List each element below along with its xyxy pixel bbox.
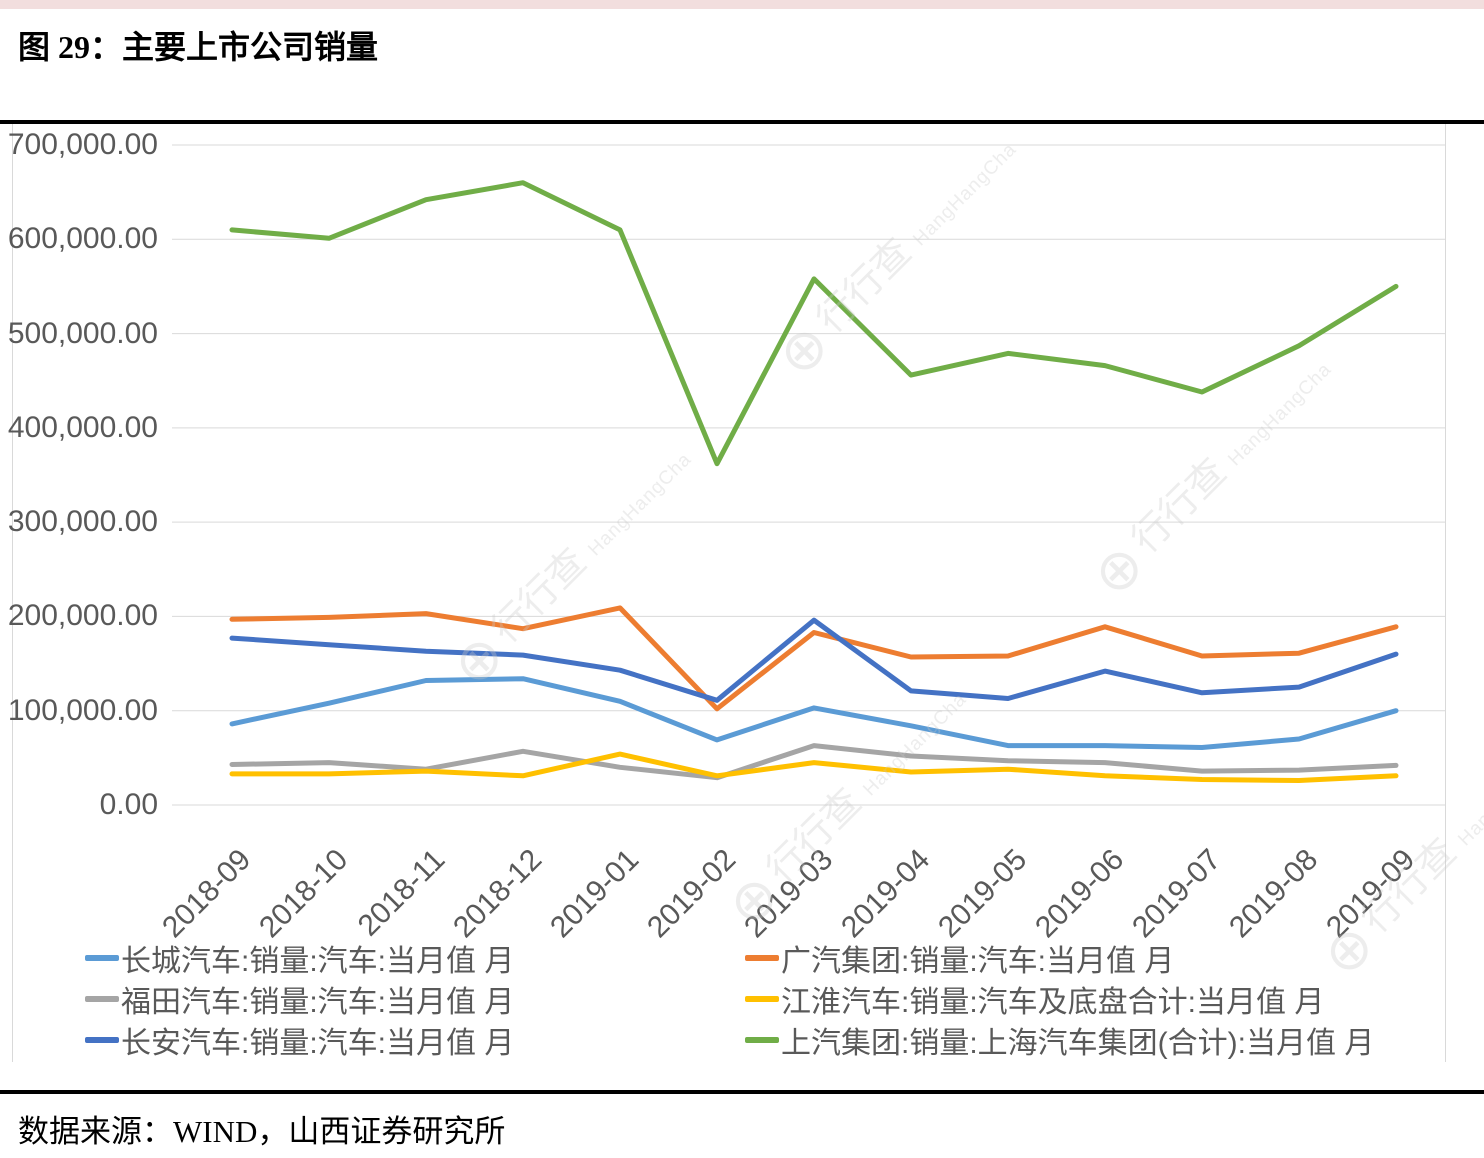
data-source-text: 数据来源：WIND，山西证券研究所 — [18, 1114, 506, 1149]
series-line-3 — [229, 751, 1399, 783]
legend-item-5: 上汽集团:销量:上海汽车集团(合计):当月值 月 — [745, 1022, 1374, 1060]
y-axis-tick-label: 700,000.00 — [7, 128, 158, 161]
legend-label: 长城汽车:销量:汽车:当月值 月 — [121, 945, 515, 978]
series-line-5 — [229, 180, 1399, 467]
legend-label: 江淮汽车:销量:汽车及底盘合计:当月值 月 — [781, 986, 1325, 1019]
legend-item-4: 长安汽车:销量:汽车:当月值 月 — [85, 1022, 514, 1060]
y-axis-tick-label: 200,000.00 — [7, 599, 158, 633]
legend-line-marker — [85, 955, 119, 961]
y-axis-tick-label: 300,000.00 — [7, 505, 158, 539]
legend-line-marker — [745, 1037, 779, 1043]
y-axis-tick-label: 500,000.00 — [7, 316, 158, 350]
legend-item-2: 福田汽车:销量:汽车:当月值 月 — [85, 981, 514, 1019]
y-axis-tick-label: 0.00 — [99, 788, 158, 821]
legend-label: 广汽集团:销量:汽车:当月值 月 — [781, 945, 1175, 978]
legend-item-1: 广汽集团:销量:汽车:当月值 月 — [745, 940, 1174, 978]
series-line-4 — [229, 617, 1399, 703]
top-divider-rule — [0, 120, 1484, 124]
y-axis-tick-label: 600,000.00 — [7, 222, 158, 256]
series-line-1 — [229, 605, 1399, 712]
figure-title: 图 29：主要上市公司销量 — [18, 29, 379, 65]
y-axis-tick-label: 100,000.00 — [7, 693, 158, 727]
y-axis-tick-label: 400,000.00 — [7, 410, 158, 444]
legend-label: 上汽集团:销量:上海汽车集团(合计):当月值 月 — [781, 1027, 1375, 1060]
bottom-divider-rule — [0, 1090, 1484, 1094]
series-line-0 — [229, 676, 1399, 750]
legend-label: 福田汽车:销量:汽车:当月值 月 — [121, 986, 515, 1019]
legend-line-marker — [745, 996, 779, 1002]
legend-item-0: 长城汽车:销量:汽车:当月值 月 — [85, 940, 514, 978]
legend-line-marker — [745, 955, 779, 961]
legend-line-marker — [85, 996, 119, 1002]
legend-line-marker — [85, 1037, 119, 1043]
legend-item-3: 江淮汽车:销量:汽车及底盘合计:当月值 月 — [745, 981, 1324, 1019]
legend-label: 长安汽车:销量:汽车:当月值 月 — [121, 1027, 515, 1060]
page-top-strip — [0, 0, 1484, 9]
